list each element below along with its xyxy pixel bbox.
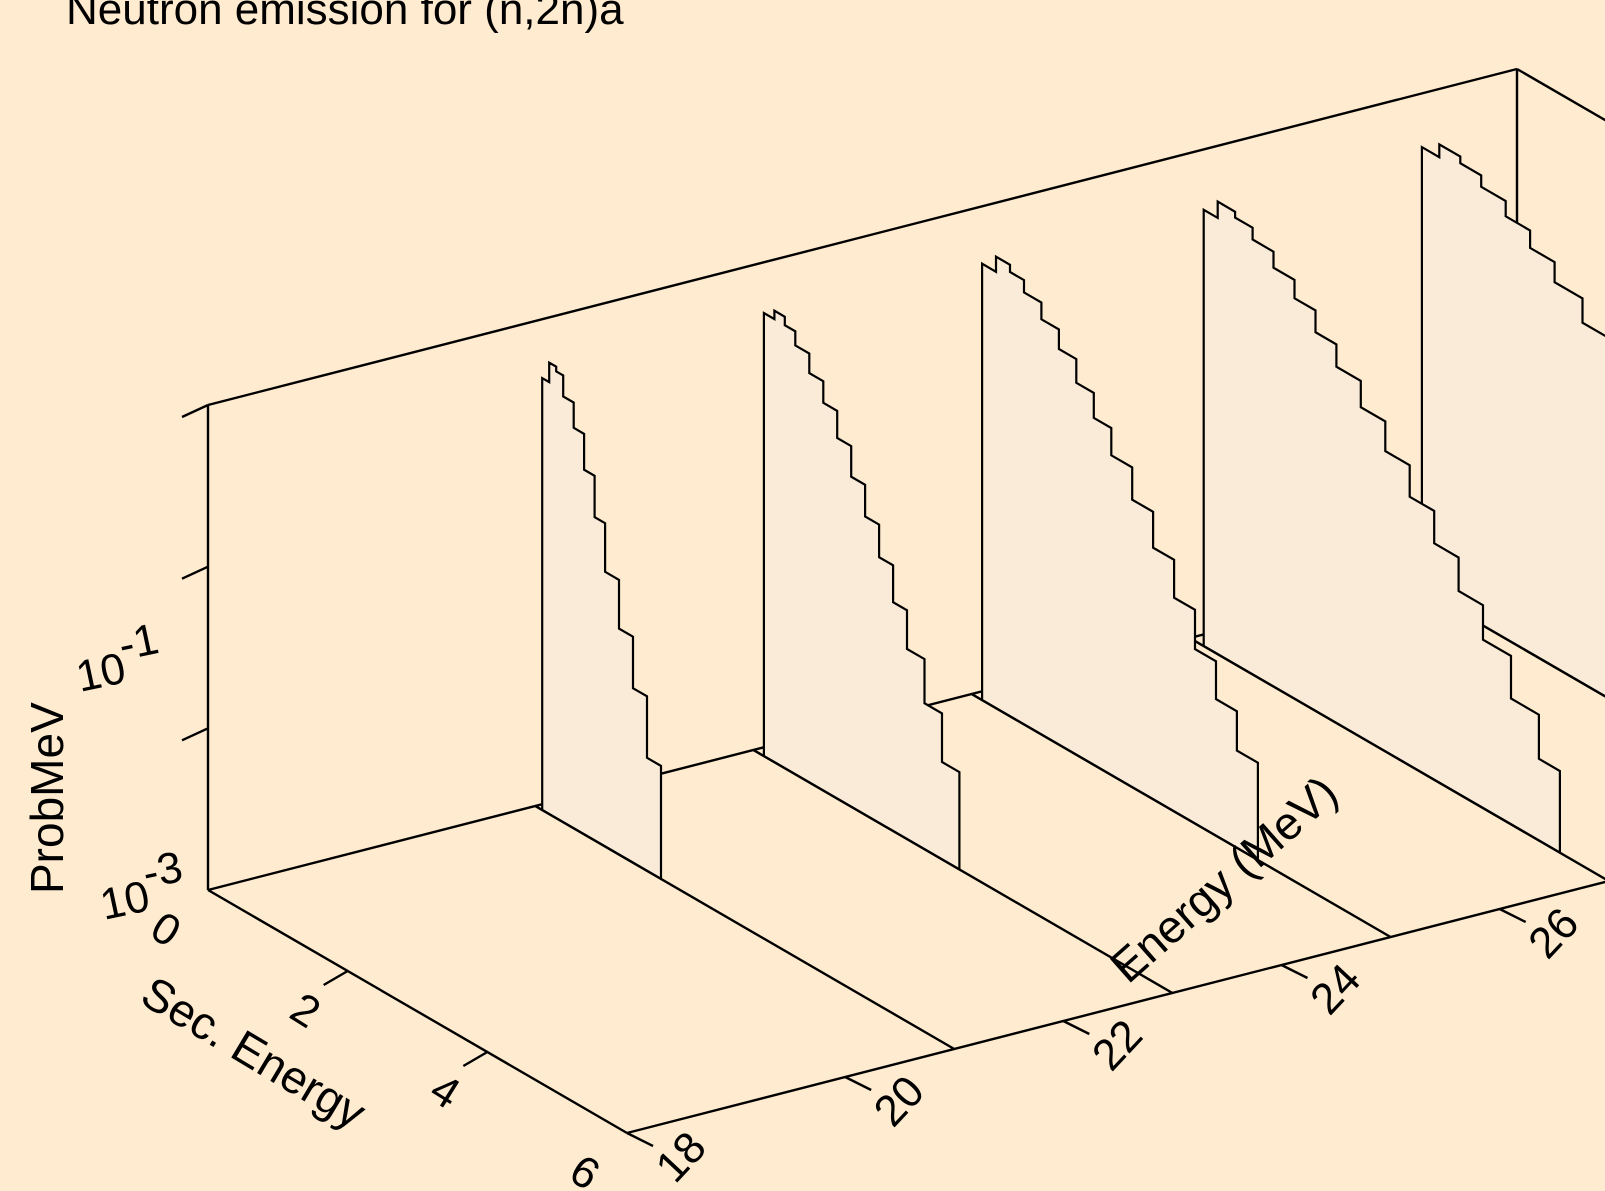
chart-title: Neutron emission for (n,2n)a [66, 0, 624, 34]
x-tick [844, 1075, 872, 1092]
series-25-mev [971, 254, 1259, 862]
y-tick [323, 969, 349, 987]
series-27-baseline [1189, 636, 1605, 881]
y-tick-label: 4 [422, 1064, 469, 1119]
series-23-mev [752, 308, 961, 872]
y-tick [462, 1050, 488, 1068]
y-tick-label: 6 [561, 1145, 608, 1191]
series-21-mev [534, 360, 663, 881]
back-top-edge [207, 67, 1518, 407]
x-tick [626, 1131, 654, 1148]
z-tick [181, 727, 209, 742]
series-25-baseline [970, 692, 1392, 939]
svg-text:10: 10 [72, 644, 130, 702]
z-tick [181, 565, 209, 580]
series-curves [534, 142, 1605, 1051]
side-top-edge [1516, 67, 1605, 122]
z-tick-label: 10-1 [72, 614, 163, 702]
svg-text:10: 10 [96, 872, 154, 930]
x-tick [1062, 1019, 1090, 1036]
x-tick [1280, 963, 1309, 980]
z-axis-title: ProbMeV [21, 702, 73, 894]
x-tick-label: 22 [1083, 1011, 1152, 1080]
y-tick-label: 2 [282, 983, 329, 1038]
x-tick-label: 18 [646, 1123, 715, 1191]
z-tick-label: 10-3 [96, 842, 187, 930]
series-27-mev [1189, 199, 1561, 855]
x-tick-label: 24 [1301, 955, 1370, 1024]
x-tick [1499, 907, 1527, 924]
y-axis-line [207, 888, 628, 1135]
x-tick-label: 26 [1519, 899, 1588, 968]
series-21-baseline [534, 804, 955, 1051]
x-tick-label: 20 [865, 1067, 934, 1136]
series-23-baseline [752, 748, 1174, 995]
y-axis-title: Sec. Energy [133, 966, 375, 1139]
z-tick [181, 403, 209, 419]
